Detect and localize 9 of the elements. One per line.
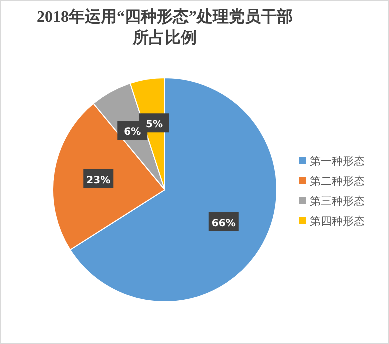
- data-label: 66%: [212, 218, 236, 230]
- legend-label: 第三种形态: [310, 195, 365, 208]
- legend-label: 第二种形态: [310, 175, 365, 188]
- chart-title: 2018年运用“四种形态”处理党员干部所占比例: [37, 8, 293, 47]
- legend-label: 第一种形态: [310, 155, 365, 168]
- data-label: 23%: [86, 175, 111, 186]
- legend-label: 第四种形态: [310, 215, 365, 228]
- data-label: 6%: [124, 127, 142, 138]
- data-label: 5%: [146, 120, 163, 131]
